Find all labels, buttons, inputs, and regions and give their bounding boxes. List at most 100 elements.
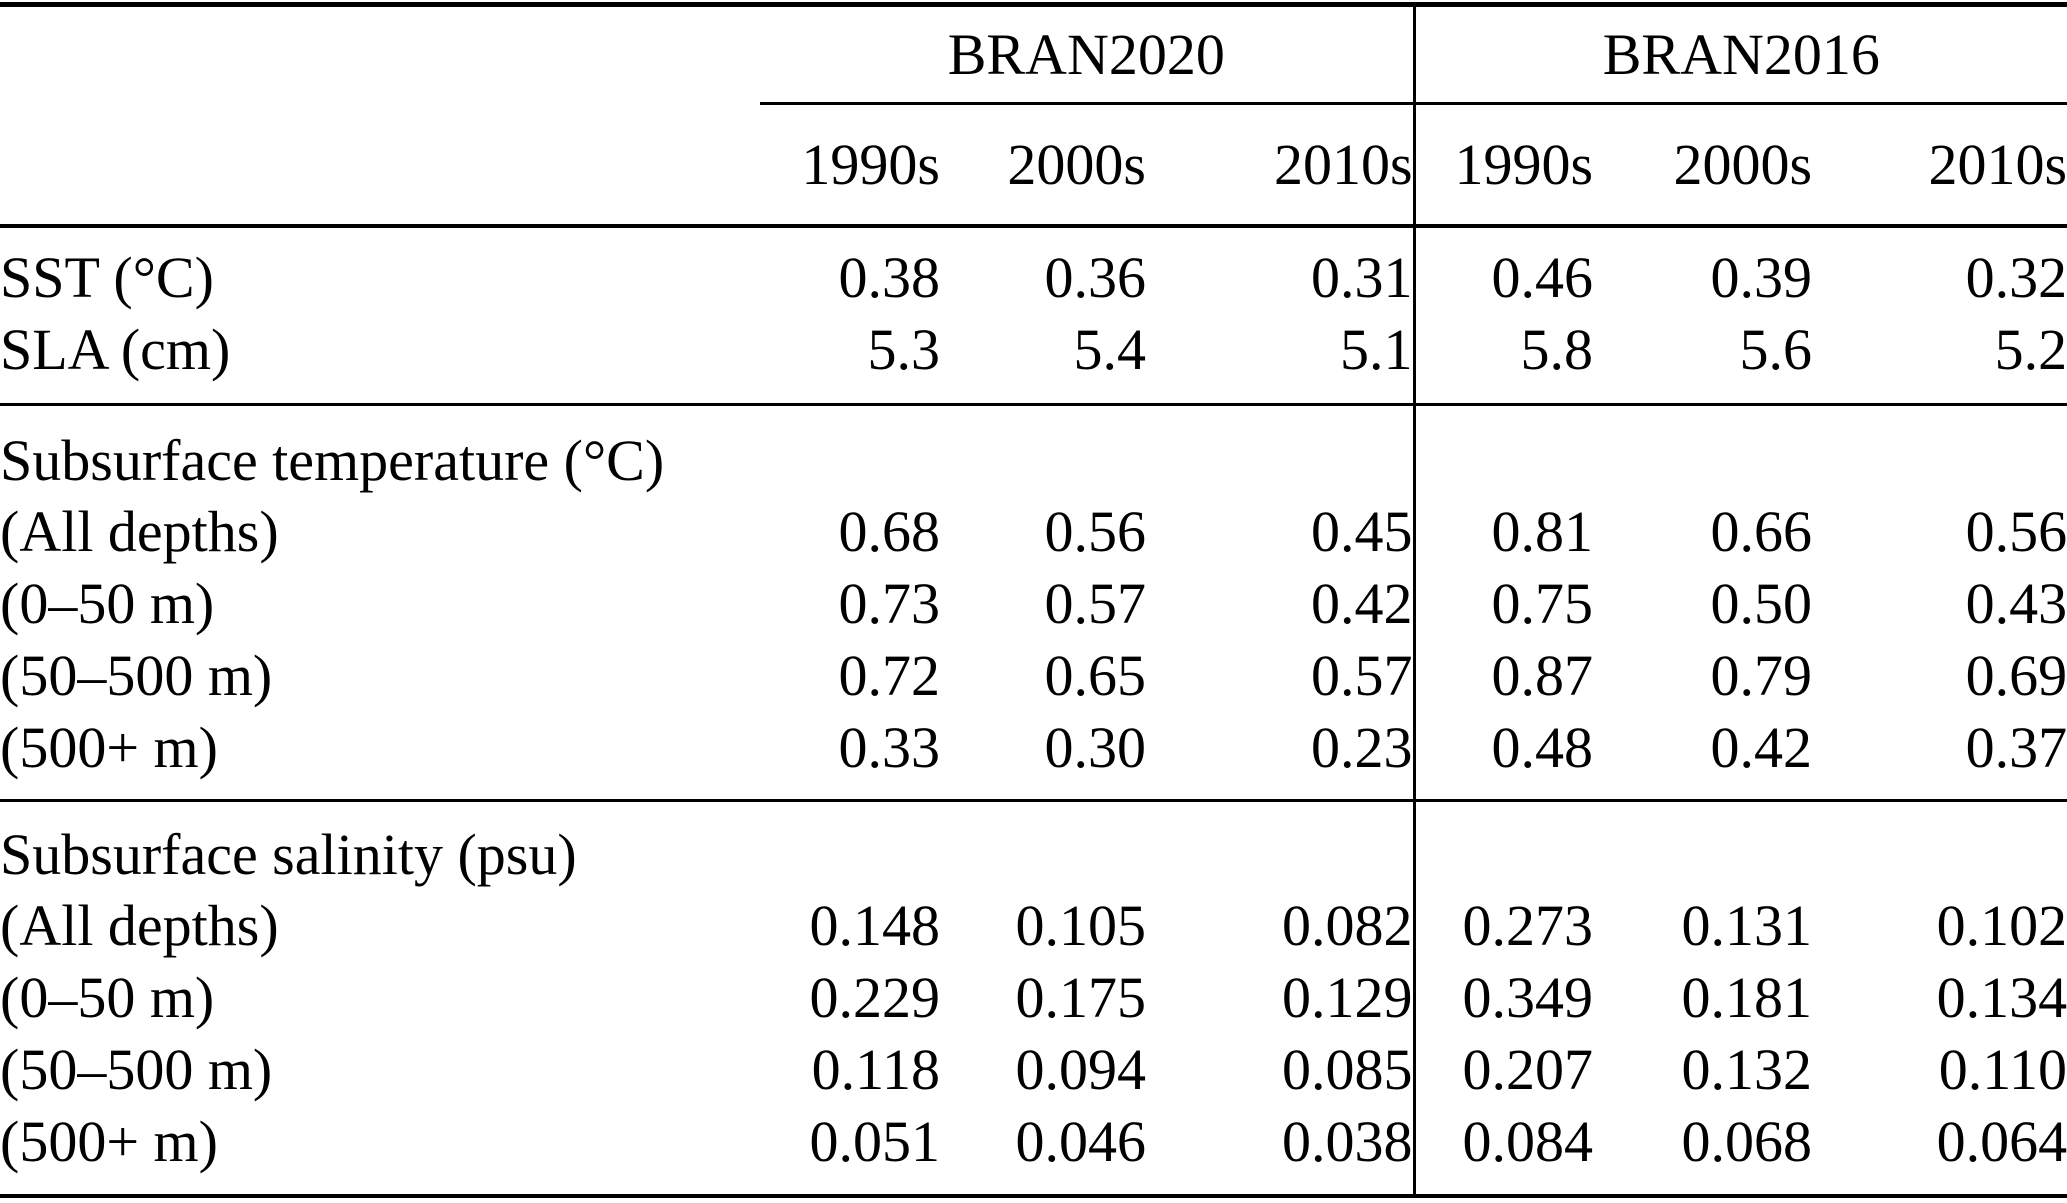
table-row-section-header: Subsurface temperature (°C) <box>0 404 2067 497</box>
cell-value: 0.064 <box>1812 1106 2067 1198</box>
cell-value: 0.30 <box>940 712 1146 802</box>
table-row: (500+ m) 0.051 0.046 0.038 0.084 0.068 0… <box>0 1106 2067 1198</box>
cell-value: 0.094 <box>1015 1037 1147 1102</box>
cell-value: 0.43 <box>1965 571 2067 636</box>
cell-value: 0.31 <box>1311 245 1413 310</box>
cell-value: 0.181 <box>1681 965 1813 1030</box>
row-label: (50–500 m) <box>0 643 273 708</box>
cell-value: 0.110 <box>1938 1037 2067 1102</box>
row-label: (All depths) <box>0 893 279 958</box>
table-row-decade-headers: 1990s 2000s 2010s 1990s 2000s 2010s <box>0 103 2067 228</box>
cell-value: 0.42 <box>1311 571 1413 636</box>
spacer-cell <box>1146 801 1414 891</box>
table-row: (All depths) 0.148 0.105 0.082 0.273 0.1… <box>0 890 2067 962</box>
cell-value: 0.39 <box>1710 245 1813 310</box>
cell-value: 0.068 <box>1593 1106 1813 1198</box>
row-label: (0–50 m) <box>0 965 215 1030</box>
spacer-cell <box>760 801 940 891</box>
cell-value: 0.38 <box>838 245 941 310</box>
cell-value: 0.65 <box>1044 643 1147 708</box>
cell-value: 0.79 <box>1710 643 1813 708</box>
spacer-cell <box>1412 404 1594 496</box>
cell-value: 0.66 <box>1710 499 1813 564</box>
spacer-cell <box>0 103 760 228</box>
cell-value: 0.046 <box>940 1106 1146 1198</box>
column-group-bran2020: BRAN2020 <box>760 4 1415 105</box>
cell-value: 0.082 <box>1282 893 1413 958</box>
cell-value: 0.37 <box>1812 712 2067 802</box>
spacer-cell <box>1593 405 1812 497</box>
table-row: (0–50 m) 0.73 0.57 0.42 0.75 0.50 0.43 <box>0 568 2067 640</box>
row-label: (50–500 m) <box>0 1037 273 1102</box>
table-row-group-headers: BRAN2020 BRAN2016 <box>0 4 2067 105</box>
cell-value: 0.87 <box>1412 640 1594 712</box>
cell-value: 0.273 <box>1412 890 1594 962</box>
table-row-section-header: Subsurface salinity (psu) <box>0 800 2067 891</box>
column-header: 2000s <box>940 103 1146 228</box>
cell-value: 0.57 <box>1044 571 1147 636</box>
cell-value: 0.75 <box>1412 568 1594 640</box>
column-header: 1990s <box>1412 103 1594 228</box>
column-header: 1990s <box>760 103 940 228</box>
cell-value: 0.33 <box>760 712 940 802</box>
table-row: (All depths) 0.68 0.56 0.45 0.81 0.66 0.… <box>0 496 2067 568</box>
cell-value: 0.129 <box>1282 965 1413 1030</box>
spacer-cell <box>1146 405 1414 497</box>
cell-value: 0.175 <box>1015 965 1147 1030</box>
cell-value: 5.1 <box>1146 314 1415 406</box>
cell-value: 0.207 <box>1412 1034 1594 1106</box>
cell-value: 0.102 <box>1936 893 2067 958</box>
section-subsurface-temperature: Subsurface temperature (°C) (All depths)… <box>0 404 2067 802</box>
spacer-cell <box>0 5 760 104</box>
cell-value: 0.48 <box>1412 712 1594 802</box>
cell-value: 5.2 <box>1812 314 2067 406</box>
row-label: (All depths) <box>0 499 279 564</box>
cell-value: 0.81 <box>1412 496 1594 568</box>
cell-value: 5.4 <box>940 314 1146 406</box>
spacer-cell <box>760 405 940 497</box>
cell-value: 0.32 <box>1965 245 2067 310</box>
cell-value: 0.72 <box>838 643 941 708</box>
spacer-cell <box>1812 801 2067 891</box>
cell-value: 0.229 <box>809 965 941 1030</box>
cell-value: 5.3 <box>760 314 940 406</box>
row-label: SST (°C) <box>0 245 214 310</box>
spacer-cell <box>940 801 1146 891</box>
cell-value: 0.038 <box>1146 1106 1415 1198</box>
column-header: 2010s <box>1812 103 2067 228</box>
section-surface: SST (°C) 0.38 0.36 0.31 0.46 0.39 0.32 S… <box>0 226 2067 406</box>
table-row: (500+ m) 0.33 0.30 0.23 0.48 0.42 0.37 <box>0 712 2067 802</box>
cell-value: 0.132 <box>1681 1037 1813 1102</box>
cell-value: 0.42 <box>1593 712 1813 802</box>
section-subsurface-salinity: Subsurface salinity (psu) (All depths) 0… <box>0 800 2067 1198</box>
row-label: (500+ m) <box>0 1106 760 1198</box>
table-row: (50–500 m) 0.118 0.094 0.085 0.207 0.132… <box>0 1034 2067 1106</box>
cell-value: 0.73 <box>838 571 941 636</box>
cell-value: 0.349 <box>1412 962 1594 1034</box>
table-row: SLA (cm) 5.3 5.4 5.1 5.8 5.6 5.2 <box>0 314 2067 406</box>
cell-value: 0.56 <box>1044 499 1147 564</box>
cell-value: 0.105 <box>1015 893 1147 958</box>
cell-value: 0.46 <box>1412 226 1594 314</box>
column-group-bran2016: BRAN2016 <box>1412 4 2067 105</box>
column-header: 2010s <box>1146 103 1415 228</box>
cell-value: 5.6 <box>1593 314 1813 406</box>
section-title: Subsurface salinity (psu) <box>0 822 577 887</box>
cell-value: 0.23 <box>1146 712 1415 802</box>
cell-value: 5.8 <box>1412 314 1594 406</box>
spacer-cell <box>1412 800 1594 890</box>
cell-value: 0.36 <box>1044 245 1147 310</box>
section-title: Subsurface temperature (°C) <box>0 428 665 493</box>
column-header: 2000s <box>1593 103 1813 228</box>
cell-value: 0.134 <box>1936 965 2067 1030</box>
cell-value: 0.118 <box>811 1037 940 1102</box>
spacer-cell <box>1812 405 2067 497</box>
cell-value: 0.131 <box>1681 893 1813 958</box>
row-label: (500+ m) <box>0 712 760 802</box>
table-row: (0–50 m) 0.229 0.175 0.129 0.349 0.181 0… <box>0 962 2067 1034</box>
row-label: SLA (cm) <box>0 314 760 406</box>
cell-value: 0.148 <box>809 893 941 958</box>
spacer-cell <box>1593 801 1812 891</box>
